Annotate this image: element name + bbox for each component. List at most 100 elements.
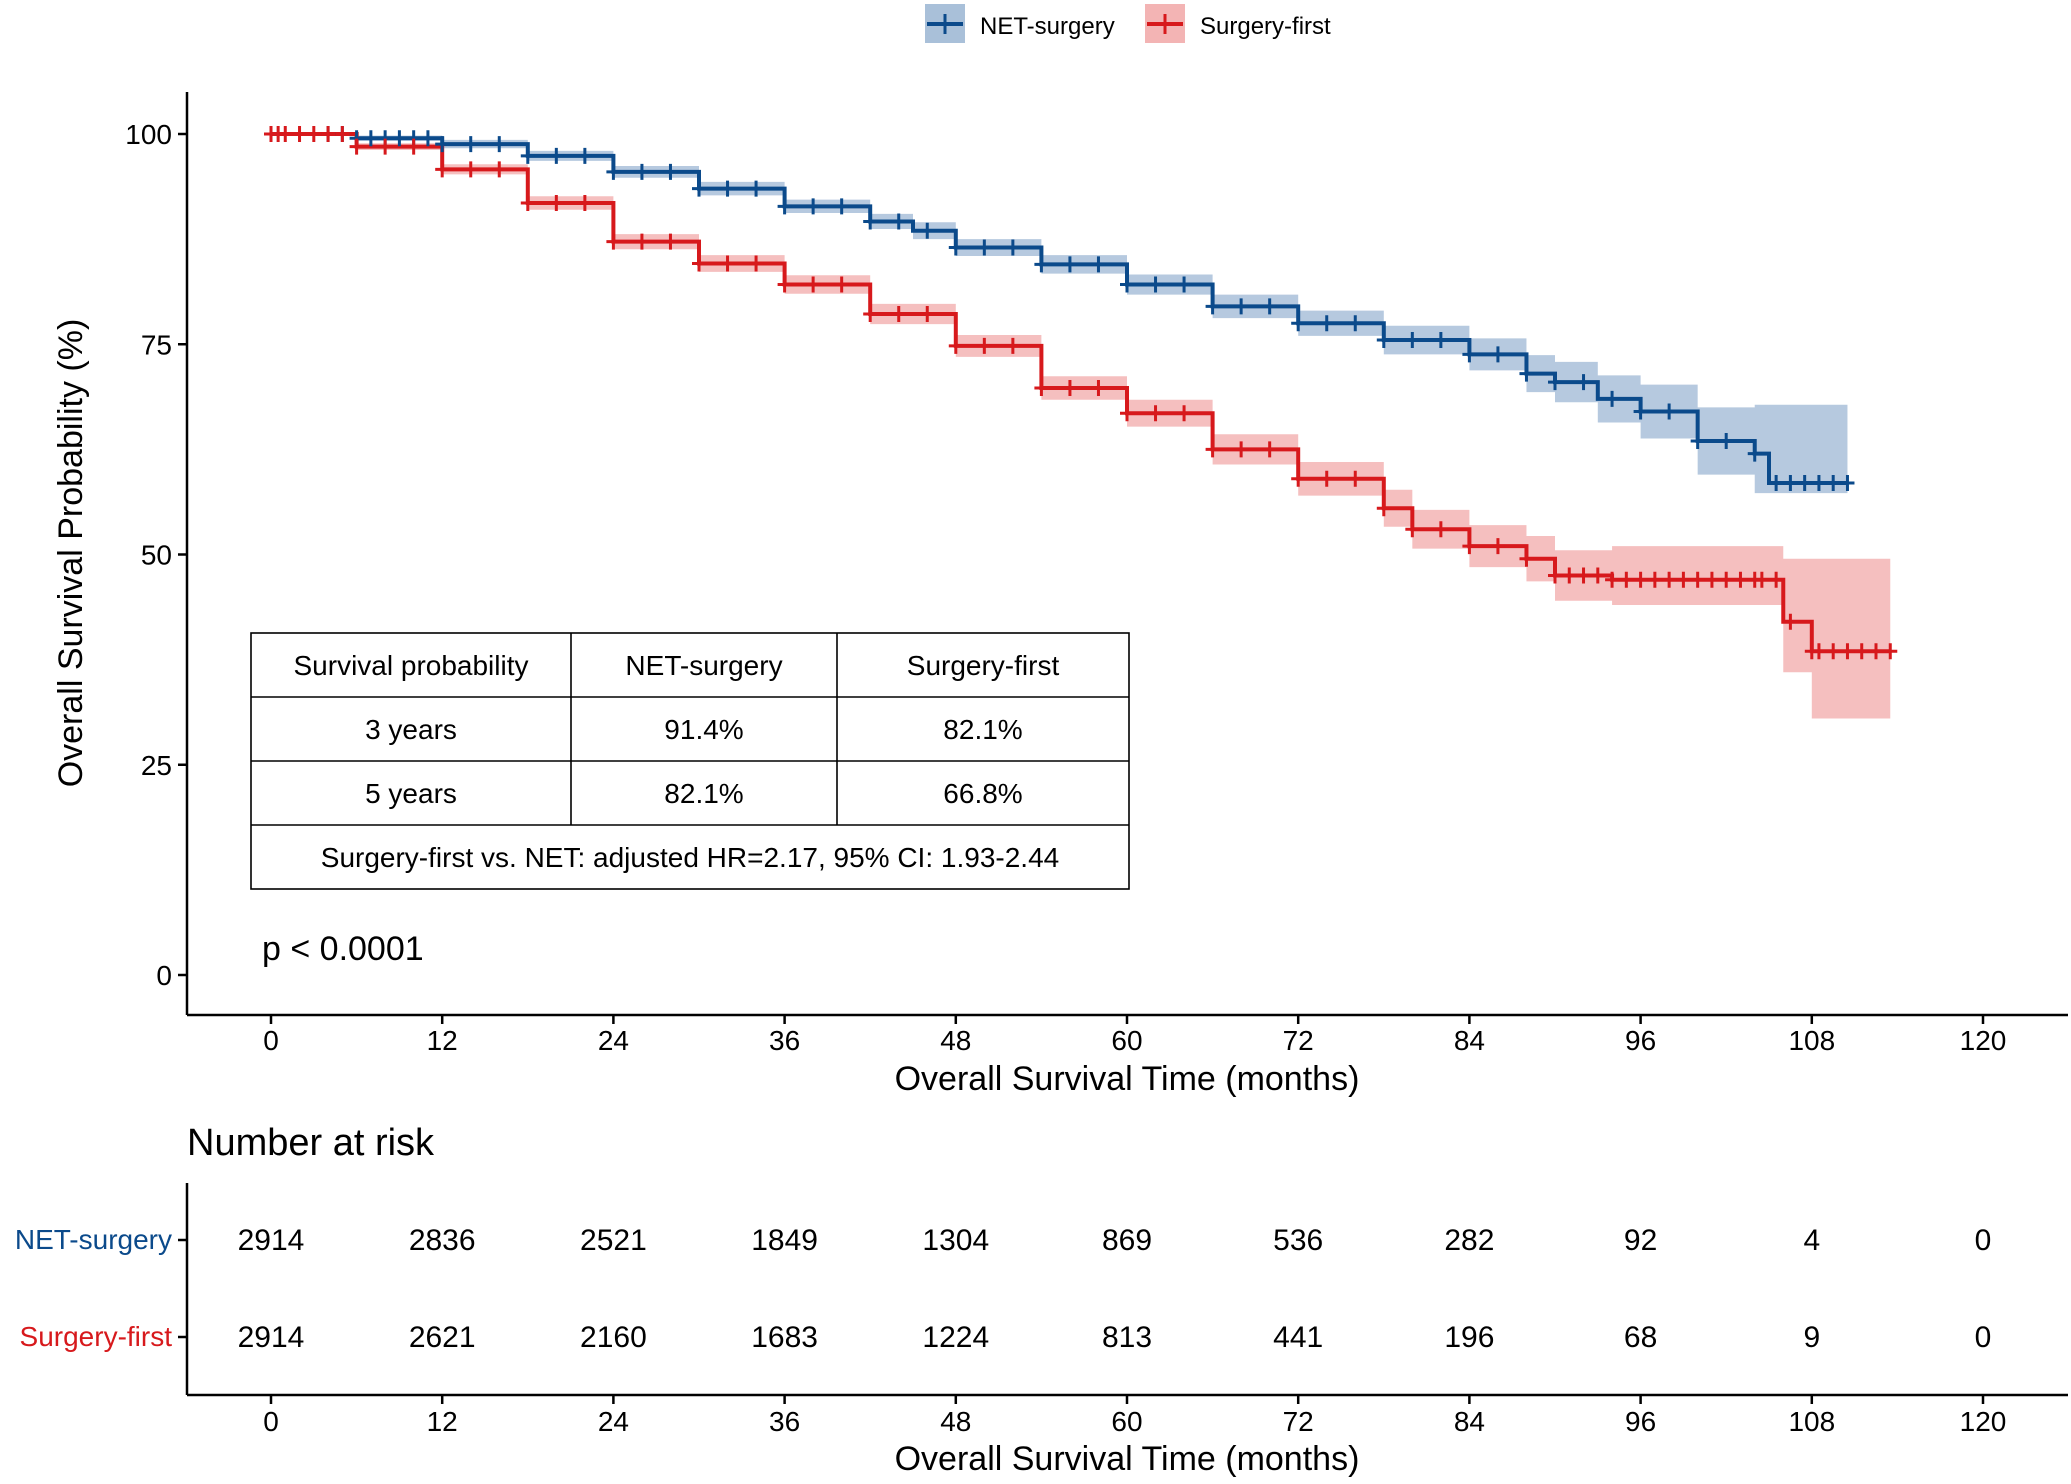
risk-x-tick-label: 48 — [940, 1406, 971, 1437]
censor-mark-0-9 — [463, 136, 478, 153]
risk-x-tick-label: 24 — [598, 1406, 629, 1437]
summary-table-cell: 3 years — [365, 714, 457, 745]
censor-mark-1-30 — [1005, 337, 1020, 354]
risk-table: Number at risk NET-surgery 2914 2836 2521 184… — [15, 1122, 2068, 1478]
x-tick-label: 72 — [1283, 1025, 1314, 1056]
censor-mark-1-51 — [1576, 567, 1591, 584]
censor-mark-1-73 — [1883, 643, 1898, 660]
y-tick-label: 25 — [141, 750, 172, 781]
censor-mark-0-47 — [1548, 374, 1562, 391]
risk-count: 2160 — [580, 1321, 647, 1354]
censor-mark-1-31 — [1034, 379, 1049, 396]
risk-x-tick-label: 0 — [263, 1406, 279, 1437]
x-tick-label: 12 — [427, 1025, 458, 1056]
risk-count: 2621 — [409, 1321, 476, 1354]
censor-mark-1-53 — [1605, 571, 1620, 588]
summary-table-cell: 91.4% — [664, 714, 743, 745]
censor-mark-0-34 — [1177, 276, 1192, 293]
y-axis-title: Overall Survival Probability (%) — [52, 319, 90, 788]
censor-mark-1-19 — [692, 255, 706, 272]
risk-x-tick-label: 36 — [769, 1406, 800, 1437]
censor-mark-0-38 — [1291, 315, 1306, 332]
censor-mark-1-22 — [777, 276, 792, 293]
censor-mark-0-35 — [1205, 298, 1220, 315]
censor-mark-1-37 — [1205, 441, 1220, 458]
censor-mark-0-15 — [634, 163, 649, 180]
x-tick-label: 96 — [1625, 1025, 1656, 1056]
censor-mark-1-10 — [435, 161, 450, 178]
p-value-text: p < 0.0001 — [262, 930, 424, 968]
censor-mark-1-50 — [1562, 567, 1577, 584]
censor-mark-1-64 — [1754, 571, 1769, 588]
censor-mark-1-15 — [577, 194, 592, 211]
censor-mark-1-42 — [1348, 470, 1363, 487]
censor-mark-1-39 — [1262, 441, 1277, 458]
risk-count: 2521 — [580, 1224, 647, 1257]
censor-mark-1-25 — [863, 305, 878, 322]
censor-mark-0-37 — [1262, 298, 1277, 315]
censor-mark-1-24 — [834, 276, 849, 293]
censor-mark-0-50 — [1633, 403, 1648, 420]
censor-mark-1-44 — [1405, 521, 1420, 538]
censor-mark-1-48 — [1519, 550, 1534, 567]
censor-mark-0-22 — [834, 198, 849, 215]
censor-mark-0-3 — [363, 130, 378, 147]
risk-x-tick-label: 60 — [1111, 1406, 1142, 1437]
risk-count: 2836 — [409, 1224, 476, 1257]
confidence-band-0 — [271, 134, 1848, 494]
censor-mark-1-56 — [1647, 571, 1662, 588]
x-tick-label: 120 — [1960, 1025, 2007, 1056]
censor-mark-0-32 — [1120, 276, 1134, 293]
risk-count: 196 — [1444, 1321, 1494, 1354]
censor-mark-0-23 — [863, 213, 878, 230]
censor-mark-1-29 — [977, 337, 992, 354]
x-axis-title: Overall Survival Time (months) — [895, 1060, 1360, 1098]
censor-mark-1-5 — [321, 126, 336, 142]
censor-mark-0-10 — [492, 136, 507, 153]
legend: NET-surgery Surgery-first — [925, 4, 1331, 43]
summary-table-header: Survival probability — [294, 650, 529, 681]
censor-mark-0-56 — [1783, 475, 1798, 492]
censor-mark-0-42 — [1405, 332, 1420, 349]
y-tick-label: 100 — [125, 119, 172, 150]
censor-mark-1-72 — [1869, 643, 1883, 660]
censor-mark-1-66 — [1783, 613, 1798, 630]
censor-mark-1-38 — [1234, 441, 1249, 458]
censor-mark-0-54 — [1747, 445, 1762, 462]
survival-curve-0 — [271, 132, 1848, 486]
censor-mark-1-61 — [1719, 571, 1734, 588]
censor-mark-0-49 — [1605, 390, 1620, 407]
risk-x-tick-label: 12 — [427, 1406, 458, 1437]
censor-mark-1-59 — [1690, 571, 1705, 588]
censor-mark-1-33 — [1091, 379, 1106, 396]
censor-mark-0-44 — [1462, 346, 1477, 363]
censor-mark-1-4 — [306, 126, 321, 142]
censor-mark-0-28 — [1005, 239, 1020, 256]
censor-mark-0-51 — [1662, 403, 1677, 420]
summary-table-cell: 82.1% — [943, 714, 1022, 745]
summary-table-footer: Surgery-first vs. NET: adjusted HR=2.17,… — [321, 842, 1059, 873]
censor-mark-0-59 — [1826, 475, 1841, 492]
censor-mark-1-3 — [292, 126, 307, 142]
censor-mark-1-26 — [891, 305, 906, 322]
censor-mark-1-62 — [1733, 571, 1748, 588]
summary-table-cell: 82.1% — [664, 778, 743, 809]
censor-mark-1-23 — [806, 276, 821, 293]
censor-mark-0-45 — [1490, 346, 1505, 363]
censor-mark-1-20 — [720, 255, 735, 272]
censor-mark-0-8 — [435, 136, 450, 153]
censor-mark-1-70 — [1840, 643, 1855, 660]
x-tick-label: 84 — [1454, 1025, 1485, 1056]
censor-mark-1-57 — [1662, 571, 1677, 588]
censor-mark-0-53 — [1719, 432, 1734, 449]
x-tick-label: 24 — [598, 1025, 629, 1056]
censor-mark-0-39 — [1319, 315, 1334, 332]
x-tick-label: 36 — [769, 1025, 800, 1056]
censor-mark-1-41 — [1319, 470, 1334, 487]
risk-count: 92 — [1624, 1224, 1657, 1257]
censor-mark-1-18 — [663, 233, 678, 250]
censor-mark-0-60 — [1840, 475, 1855, 492]
censor-mark-0-21 — [806, 198, 821, 215]
censor-mark-0-40 — [1348, 315, 1363, 332]
legend-label-0: NET-surgery — [980, 13, 1115, 40]
